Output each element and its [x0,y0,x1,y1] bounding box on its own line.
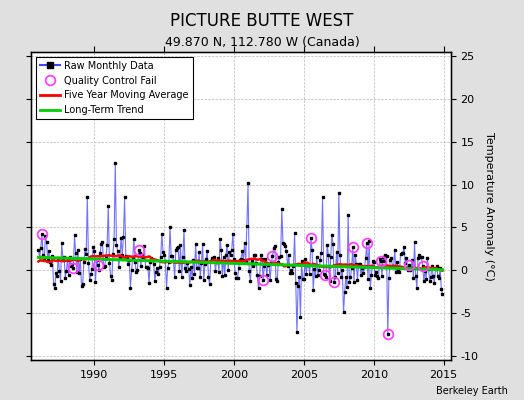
Legend: Raw Monthly Data, Quality Control Fail, Five Year Moving Average, Long-Term Tren: Raw Monthly Data, Quality Control Fail, … [36,57,193,119]
Y-axis label: Temperature Anomaly (°C): Temperature Anomaly (°C) [484,132,494,280]
Text: 49.870 N, 112.780 W (Canada): 49.870 N, 112.780 W (Canada) [165,36,359,49]
Text: Berkeley Earth: Berkeley Earth [436,386,508,396]
Text: PICTURE BUTTE WEST: PICTURE BUTTE WEST [170,12,354,30]
